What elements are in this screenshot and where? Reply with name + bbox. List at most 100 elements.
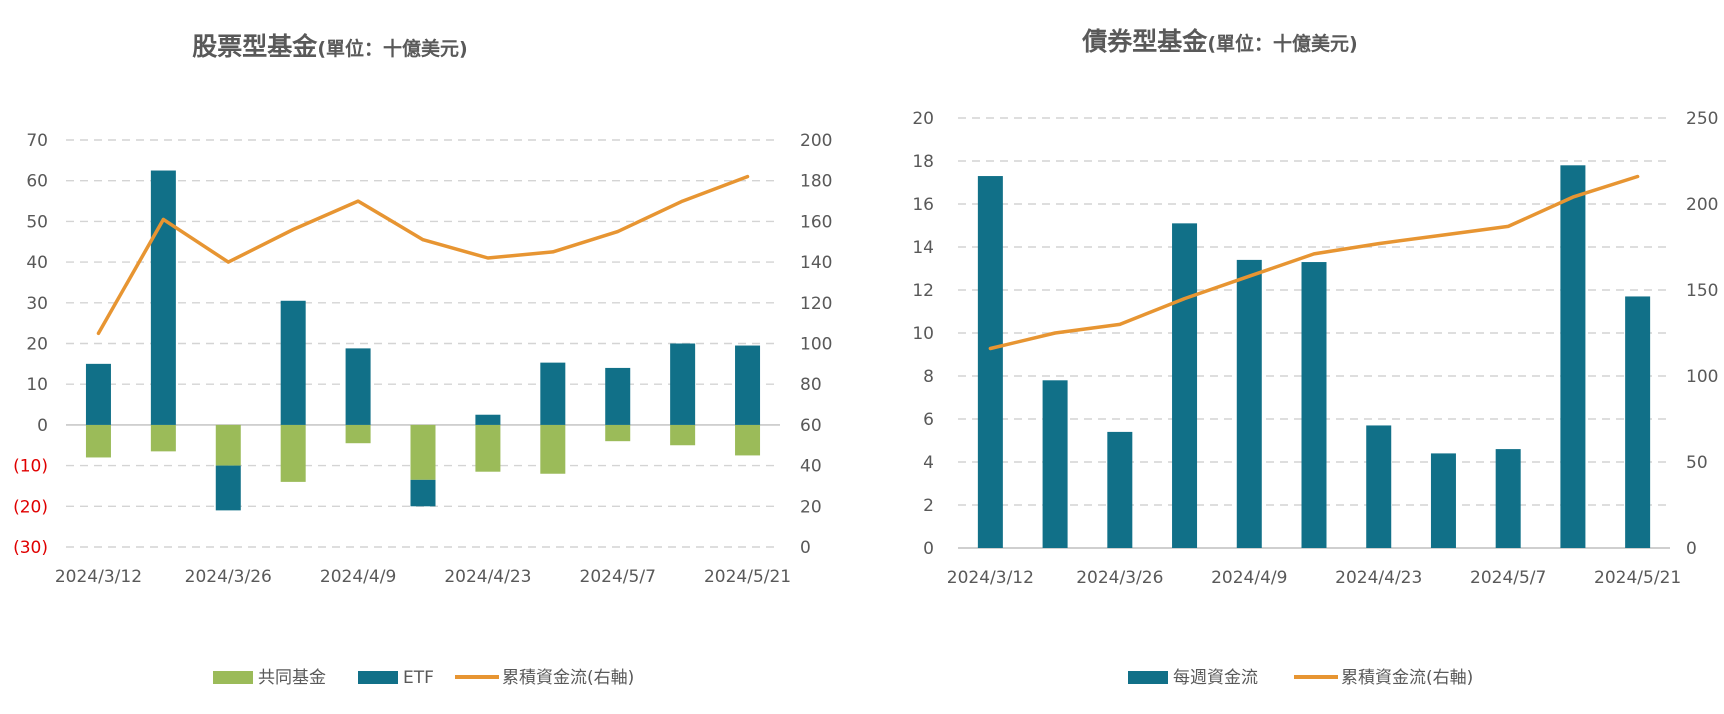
left-axis-tick-label: 18 bbox=[912, 152, 934, 172]
right-axis-tick-label: 120 bbox=[800, 294, 832, 314]
legend-label: 每週資金流 bbox=[1173, 668, 1258, 688]
bar-mutual-fund bbox=[150, 424, 176, 452]
x-axis-tick-label: 2024/5/7 bbox=[580, 567, 656, 587]
x-axis-tick-label: 2024/5/7 bbox=[1470, 568, 1546, 588]
chart-title-main: 股票型基金 bbox=[192, 32, 318, 61]
right-axis-tick-label: 40 bbox=[800, 457, 822, 477]
equity-fund-chart: 股票型基金(單位：十億美元)706050403020100(10)(20)(30… bbox=[13, 32, 832, 688]
right-axis-tick-label: 60 bbox=[800, 416, 822, 436]
chart-title-unit: (單位：十億美元) bbox=[317, 37, 467, 60]
legend-label: ETF bbox=[403, 668, 434, 688]
x-axis-tick-label: 2024/3/12 bbox=[947, 568, 1034, 588]
right-axis-tick-label: 20 bbox=[800, 497, 822, 517]
bar-etf bbox=[605, 367, 631, 425]
cumulative-flow-point bbox=[988, 346, 992, 350]
bar-etf bbox=[670, 343, 696, 425]
bar-weekly-flow bbox=[1430, 453, 1456, 548]
bar-weekly-flow bbox=[1236, 259, 1262, 548]
cumulative-flow-point bbox=[1053, 331, 1057, 335]
left-axis-tick-label: 0 bbox=[37, 416, 48, 436]
bar-mutual-fund bbox=[540, 424, 566, 474]
bar-etf bbox=[540, 362, 566, 425]
cumulative-flow-point bbox=[616, 230, 620, 234]
legend-label: 共同基金 bbox=[258, 668, 326, 688]
left-axis-tick-label: (20) bbox=[13, 497, 48, 517]
left-axis-tick-label: 30 bbox=[26, 294, 48, 314]
bar-weekly-flow bbox=[1107, 431, 1133, 548]
left-axis-tick-label: 14 bbox=[912, 238, 934, 258]
right-axis-tick-label: 150 bbox=[1686, 281, 1718, 301]
cumulative-flow-point bbox=[681, 199, 685, 203]
x-axis-tick-label: 2024/3/26 bbox=[185, 567, 272, 587]
cumulative-flow-point bbox=[1247, 274, 1251, 278]
cumulative-flow-point bbox=[1183, 297, 1187, 301]
bar-weekly-flow bbox=[1495, 449, 1521, 548]
right-axis-tick-label: 140 bbox=[800, 253, 832, 273]
right-axis-tick-label: 180 bbox=[800, 172, 832, 192]
right-axis-tick-label: 0 bbox=[800, 538, 811, 558]
cumulative-flow-point bbox=[161, 217, 165, 221]
legend-swatch bbox=[1128, 671, 1168, 684]
left-axis-tick-label: 10 bbox=[26, 375, 48, 395]
legend-label: 累積資金流(右軸) bbox=[1341, 668, 1473, 688]
bar-etf bbox=[85, 363, 111, 425]
bar-weekly-flow bbox=[1301, 262, 1327, 548]
bar-etf bbox=[150, 170, 176, 425]
cumulative-flow-point bbox=[1312, 252, 1316, 256]
legend-label: 累積資金流(右軸) bbox=[502, 668, 634, 688]
x-axis-tick-label: 2024/4/9 bbox=[1211, 568, 1287, 588]
bar-mutual-fund bbox=[85, 424, 111, 458]
x-axis-tick-label: 2024/4/9 bbox=[320, 567, 396, 587]
x-axis-tick-label: 2024/3/26 bbox=[1076, 568, 1163, 588]
left-axis-tick-label: 20 bbox=[912, 109, 934, 129]
right-axis-tick-label: 100 bbox=[1686, 367, 1718, 387]
bar-weekly-flow bbox=[977, 176, 1003, 549]
left-axis-tick-label: 50 bbox=[26, 212, 48, 232]
cumulative-flow-point bbox=[1377, 242, 1381, 246]
bar-mutual-fund bbox=[345, 424, 371, 444]
chart-title-unit: (單位：十億美元) bbox=[1207, 32, 1357, 55]
cumulative-flow-point bbox=[1506, 224, 1510, 228]
right-axis-tick-label: 160 bbox=[800, 212, 832, 232]
x-axis-tick-label: 2024/5/21 bbox=[1594, 568, 1681, 588]
cumulative-flow-point bbox=[551, 250, 555, 254]
chart-title: 債券型基金(單位：十億美元) bbox=[1081, 27, 1357, 56]
bar-weekly-flow bbox=[1366, 425, 1392, 548]
bar-etf bbox=[410, 479, 436, 507]
cumulative-flow-point bbox=[1636, 174, 1640, 178]
x-axis-tick-label: 2024/5/21 bbox=[704, 567, 791, 587]
cumulative-flow-point bbox=[421, 238, 425, 242]
chart-title-main: 債券型基金 bbox=[1081, 27, 1208, 56]
left-axis-tick-label: 60 bbox=[26, 172, 48, 192]
bar-mutual-fund bbox=[605, 424, 631, 442]
cumulative-flow-point bbox=[356, 199, 360, 203]
bond-fund-chart: 債券型基金(單位：十億美元)20181614121086420250200150… bbox=[912, 27, 1718, 688]
left-axis-tick-label: 0 bbox=[923, 539, 934, 559]
legend-swatch bbox=[358, 671, 398, 684]
right-axis-tick-label: 0 bbox=[1686, 539, 1697, 559]
bar-etf bbox=[475, 414, 501, 425]
right-axis-tick-label: 200 bbox=[800, 131, 832, 151]
cumulative-flow-point bbox=[226, 260, 230, 264]
legend-swatch bbox=[213, 671, 253, 684]
bar-mutual-fund bbox=[410, 424, 436, 480]
bar-mutual-fund bbox=[280, 424, 306, 482]
bar-etf bbox=[735, 345, 761, 425]
x-axis-tick-label: 2024/4/23 bbox=[444, 567, 531, 587]
bar-mutual-fund bbox=[735, 424, 761, 456]
left-axis-tick-label: (10) bbox=[13, 457, 48, 477]
bar-etf bbox=[280, 300, 306, 425]
bar-etf bbox=[345, 348, 371, 425]
bar-mutual-fund bbox=[670, 424, 696, 446]
cumulative-flow-point bbox=[291, 228, 295, 232]
right-axis-tick-label: 250 bbox=[1686, 109, 1718, 129]
cumulative-flow-point bbox=[1441, 233, 1445, 237]
right-axis-tick-label: 100 bbox=[800, 335, 832, 355]
cumulative-flow-point bbox=[746, 175, 750, 179]
cumulative-flow-point bbox=[1118, 322, 1122, 326]
left-axis-tick-label: 70 bbox=[26, 131, 48, 151]
right-axis-tick-label: 80 bbox=[800, 375, 822, 395]
left-axis-tick-label: 6 bbox=[923, 410, 934, 430]
x-axis-tick-label: 2024/3/12 bbox=[55, 567, 142, 587]
